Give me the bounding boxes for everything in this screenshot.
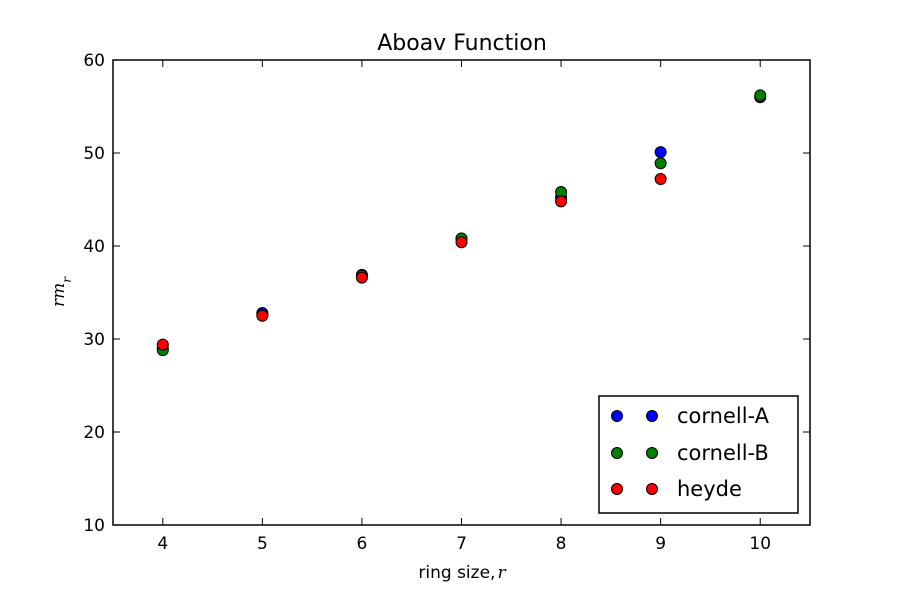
data-point <box>654 146 667 159</box>
x-tick-label: 9 <box>655 534 666 554</box>
chart-title: Aboav Function <box>377 31 547 56</box>
y-tick-label: 50 <box>83 144 105 164</box>
x-tick-label: 6 <box>357 534 368 554</box>
x-tick-label: 5 <box>257 534 268 554</box>
data-point <box>355 271 368 284</box>
y-tick-label: 30 <box>83 330 105 350</box>
data-point <box>455 236 468 249</box>
legend-marker <box>646 410 658 422</box>
x-axis-label: ring size, r <box>418 563 506 583</box>
y-tick-label: 40 <box>83 237 105 257</box>
legend-entry: heyde <box>611 477 742 501</box>
x-tick-label: 8 <box>556 534 567 554</box>
x-tick-label: 4 <box>157 534 168 554</box>
legend-marker <box>646 483 658 495</box>
x-tick-label: 10 <box>749 534 771 554</box>
legend-marker <box>611 483 623 495</box>
x-axis-label-math: r <box>497 563 506 583</box>
data-point <box>156 338 169 351</box>
axis-ticks: 4 5 6 7 8 9 10 10 20 30 40 50 60 <box>83 51 810 554</box>
data-point <box>654 173 667 186</box>
data-points <box>156 89 767 357</box>
legend-entry: cornell-B <box>611 441 769 465</box>
data-point <box>754 89 767 102</box>
legend-box <box>598 395 799 514</box>
y-tick-label: 20 <box>83 423 105 443</box>
legend-marker <box>646 447 658 459</box>
axes-frame <box>112 59 811 526</box>
x-axis-label-text: ring size, <box>418 563 495 583</box>
legend-marker <box>611 447 623 459</box>
legend-label: cornell-A <box>677 404 770 428</box>
y-axis-label-main: rm <box>49 283 69 307</box>
y-tick-label: 10 <box>83 516 105 536</box>
data-point <box>654 157 667 170</box>
y-axis-label-sub: r <box>60 276 74 283</box>
legend-entry: cornell-A <box>611 404 770 428</box>
legend-marker <box>611 410 623 422</box>
y-axis-label: rmr <box>49 276 74 307</box>
legend-label: cornell-B <box>677 441 769 465</box>
x-tick-label: 7 <box>456 534 467 554</box>
data-point <box>555 195 568 208</box>
legend-label: heyde <box>677 477 742 501</box>
y-tick-label: 60 <box>83 51 105 71</box>
legend: cornell-A cornell-B heyde <box>598 395 799 514</box>
data-point <box>256 309 269 322</box>
series-heyde <box>156 173 667 351</box>
